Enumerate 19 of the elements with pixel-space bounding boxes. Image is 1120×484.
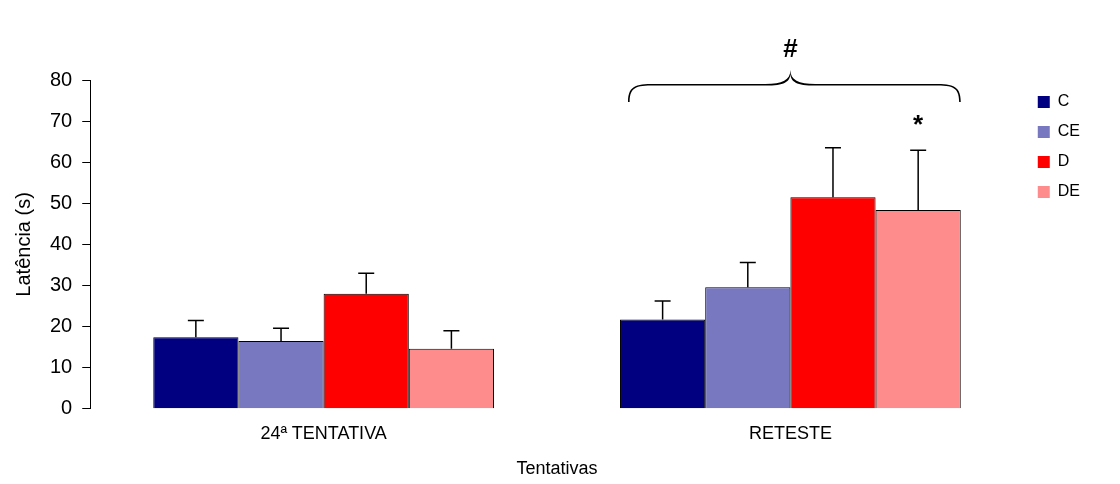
- y-tick-label: 50: [50, 190, 73, 213]
- legend-label: DE: [1057, 182, 1081, 200]
- y-tick-label: 10: [50, 355, 73, 378]
- legend-label: D: [1057, 152, 1070, 170]
- x-tick-label: RETESTE: [748, 422, 832, 443]
- text: #: [783, 33, 799, 64]
- y-tick-label: 20: [50, 314, 73, 337]
- y-tick-label: 60: [50, 149, 73, 172]
- y-tick-label: 30: [50, 273, 73, 296]
- annotation: *: [913, 109, 925, 140]
- y-tick-label: 70: [50, 108, 73, 131]
- y-axis-title: Latência (s): [11, 192, 34, 297]
- legend-label: CE: [1057, 122, 1081, 140]
- legend-label: C: [1057, 92, 1070, 110]
- y-tick-label: 80: [50, 67, 73, 90]
- x-axis-title: Tentativas: [516, 458, 598, 479]
- y-tick-label: 0: [61, 396, 73, 419]
- x-tick-label: 24ª TENTATIVA: [260, 422, 387, 443]
- y-tick-label: 40: [50, 231, 73, 254]
